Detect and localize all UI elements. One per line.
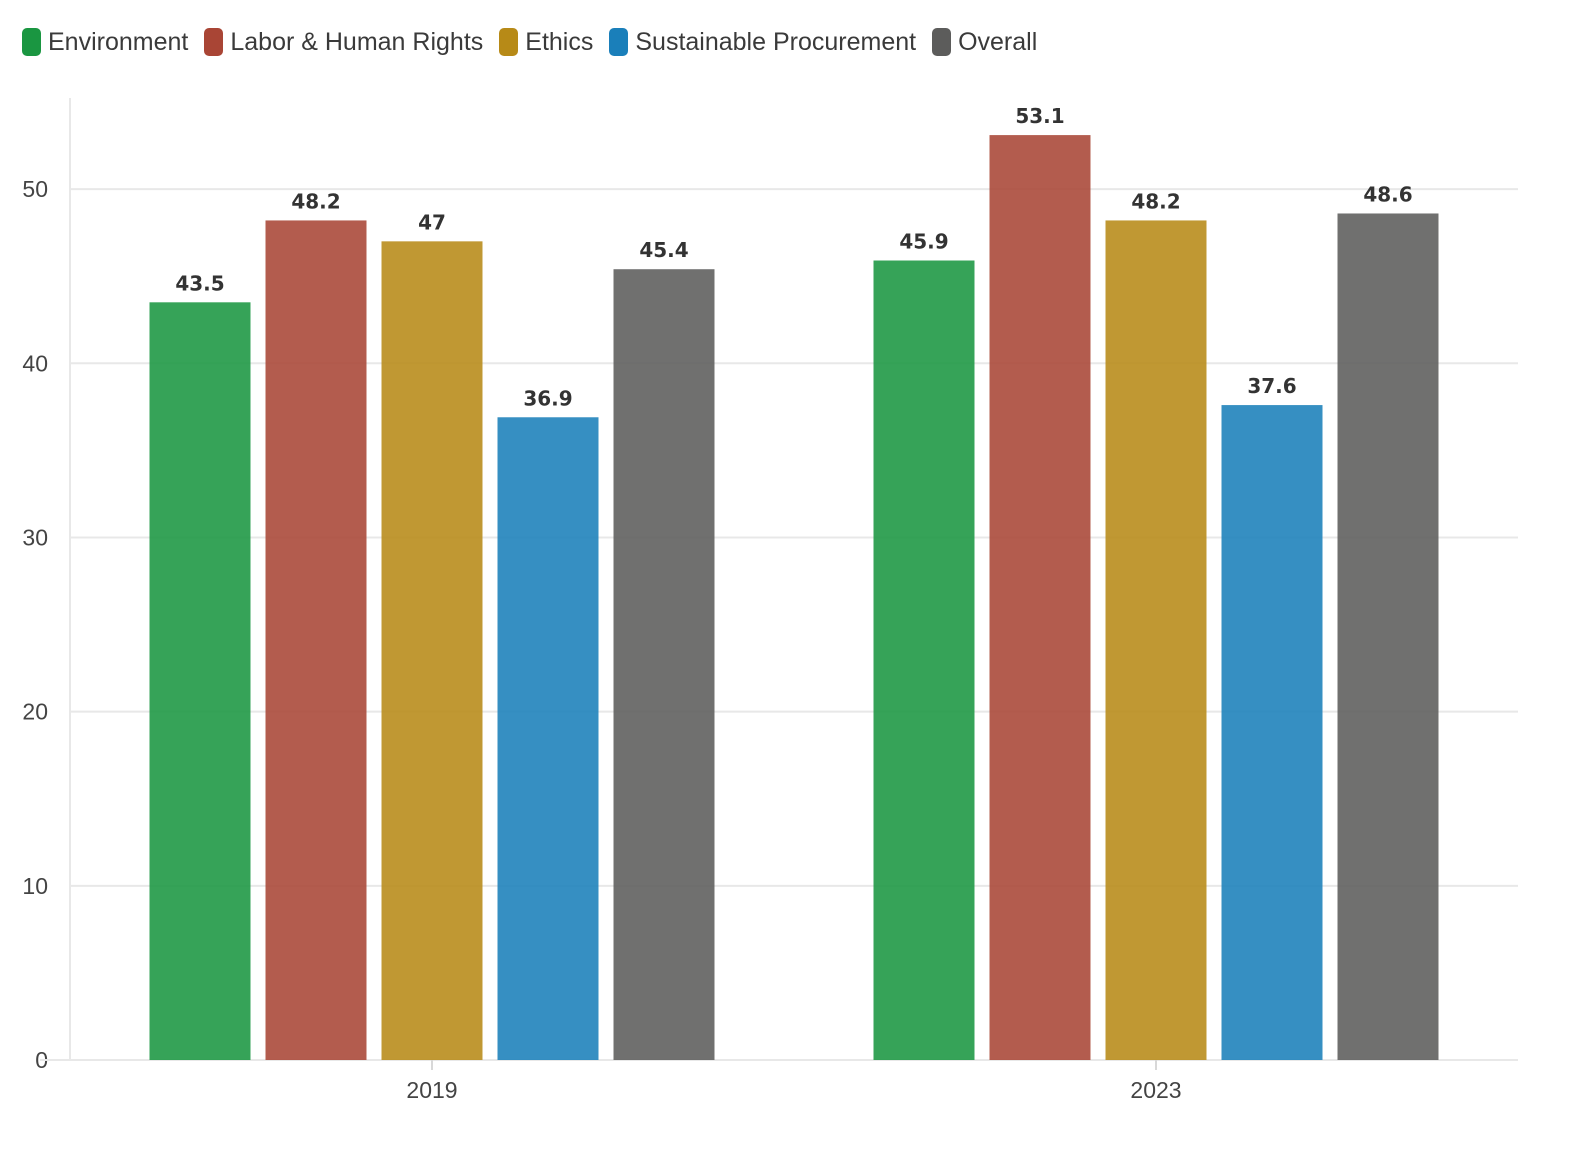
bar-ethics-2019[interactable] [381,241,483,1060]
bar-value-label: 45.4 [639,238,688,262]
bar-value-label: 48.2 [1131,189,1180,213]
legend-label: Overall [958,27,1038,56]
legend-item-ethics[interactable]: Ethics [499,28,593,57]
bar-value-label: 43.5 [175,271,224,295]
y-tick-label: 40 [22,350,48,376]
y-tick-label: 20 [22,699,48,725]
bar-sustainable-procurement-2019[interactable] [497,417,599,1060]
bar-labor-and-human-rights-2023[interactable] [989,135,1091,1060]
bar-value-label: 47 [418,210,446,234]
bars [149,135,1439,1061]
bar-value-label: 45.9 [899,230,948,254]
bar-value-label: 37.6 [1247,374,1296,398]
bar-value-label: 48.2 [291,189,340,213]
bar-value-label: 36.9 [523,386,572,410]
legend-swatch [22,28,41,56]
y-tick-label: 50 [22,176,48,202]
legend-swatch [609,28,629,56]
legend-item-labor-and-human-rights[interactable]: Labor & Human Rights [204,28,483,57]
legend-swatch [499,28,519,56]
legend-swatch [932,28,952,56]
legend-label: Ethics [525,27,594,56]
bar-overall-2019[interactable] [613,269,715,1060]
y-tick-label: 30 [22,524,48,550]
bar-value-label: 53.1 [1015,104,1064,128]
x-tick-label: 2019 [406,1077,457,1103]
bar-environment-2023[interactable] [873,260,975,1060]
legend-item-sustainable-procurement[interactable]: Sustainable Procurement [609,28,916,57]
bar-sustainable-procurement-2023[interactable] [1221,405,1323,1060]
bar-overall-2023[interactable] [1337,213,1439,1060]
legend-item-environment[interactable]: Environment [22,28,188,57]
bar-labor-and-human-rights-2019[interactable] [265,220,367,1061]
y-tick-label: 10 [22,873,48,899]
bar-labels: 43.5 48.2 47 36.9 45.4 45.9 53.1 48.2 37.6 48.6 [175,104,1412,410]
bar-ethics-2023[interactable] [1105,220,1207,1061]
x-tick-label: 2023 [1130,1077,1181,1103]
legend: Environment Labor & Human Rights Ethics Sus… [22,22,1037,62]
legend-label: Sustainable Procurement [635,27,917,56]
bar-value-label: 48.6 [1363,182,1412,206]
bar-environment-2019[interactable] [149,302,251,1060]
legend-item-overall[interactable]: Overall [932,28,1037,57]
legend-swatch [204,28,224,56]
legend-label: Labor & Human Rights [230,27,484,56]
legend-label: Environment [48,27,189,56]
